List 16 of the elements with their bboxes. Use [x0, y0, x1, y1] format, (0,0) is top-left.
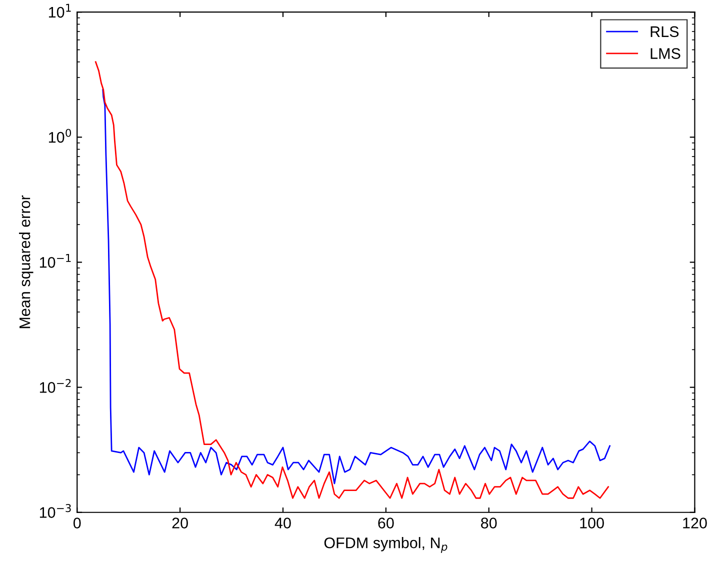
- legend-label: LMS: [650, 48, 680, 59]
- y-tick-label: 10$^{1}$: [48, 4, 71, 18]
- x-tick-label: 120: [683, 518, 707, 528]
- x-tick-label: 40: [274, 518, 291, 528]
- y-tick-label: 10$^{0}$: [48, 128, 72, 143]
- y-tick-label: 10$^{−2}$: [40, 378, 71, 393]
- x-tick-label: 100: [580, 518, 604, 528]
- x-tick-label: 60: [378, 518, 394, 528]
- x-tick-label: 80: [481, 518, 497, 528]
- x-tick-label: 0: [73, 518, 81, 528]
- x-axis-title: OFDM symbol, N$_{p}$: [324, 537, 448, 553]
- x-tick-label: 20: [172, 518, 188, 528]
- legend-label: RLS: [650, 26, 679, 38]
- y-axis-title: Mean squared error: [18, 195, 34, 328]
- y-tick-label: 10$^{−3}$: [40, 504, 71, 518]
- y-tick-label: 10$^{−1}$: [40, 254, 71, 268]
